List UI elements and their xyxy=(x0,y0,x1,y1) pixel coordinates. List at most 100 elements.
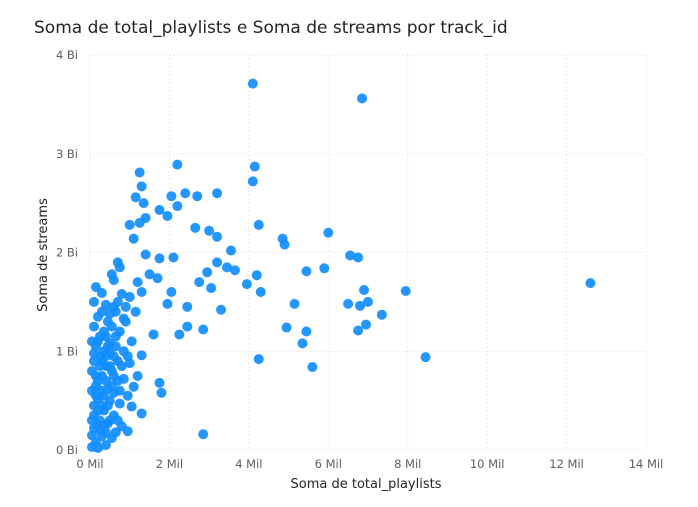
data-point[interactable] xyxy=(343,298,354,309)
data-point[interactable] xyxy=(92,443,103,454)
data-point[interactable] xyxy=(202,267,213,278)
data-point[interactable] xyxy=(96,287,107,298)
data-point[interactable] xyxy=(130,306,141,317)
data-point[interactable] xyxy=(94,331,105,342)
data-point[interactable] xyxy=(100,440,111,451)
data-point[interactable] xyxy=(108,275,119,286)
data-point[interactable] xyxy=(216,304,227,315)
data-point[interactable] xyxy=(124,291,135,302)
data-point[interactable] xyxy=(319,263,330,274)
data-point[interactable] xyxy=(204,225,215,236)
data-point[interactable] xyxy=(136,287,147,297)
data-point[interactable] xyxy=(126,401,137,412)
data-point[interactable] xyxy=(172,159,183,170)
data-point[interactable] xyxy=(136,350,147,361)
data-point[interactable] xyxy=(192,191,203,202)
data-point[interactable] xyxy=(323,227,334,238)
data-point[interactable] xyxy=(152,273,163,284)
data-point[interactable] xyxy=(132,277,143,288)
data-point[interactable] xyxy=(154,377,165,388)
data-point[interactable] xyxy=(148,329,159,340)
data-point[interactable] xyxy=(96,356,107,367)
data-point[interactable] xyxy=(114,262,125,273)
data-point[interactable] xyxy=(122,426,133,437)
data-point[interactable] xyxy=(281,322,292,333)
data-point[interactable] xyxy=(353,252,364,263)
data-point[interactable] xyxy=(156,387,167,398)
data-point[interactable] xyxy=(166,191,177,202)
data-point[interactable] xyxy=(106,380,117,391)
data-point[interactable] xyxy=(110,341,121,352)
data-point[interactable] xyxy=(301,326,312,337)
data-point[interactable] xyxy=(128,233,139,244)
data-point[interactable] xyxy=(86,430,97,441)
data-point[interactable] xyxy=(132,370,143,381)
data-point[interactable] xyxy=(222,262,233,273)
data-point[interactable] xyxy=(124,219,135,230)
data-point[interactable] xyxy=(128,381,139,392)
data-point[interactable] xyxy=(162,210,173,221)
data-point[interactable] xyxy=(229,265,240,276)
data-point[interactable] xyxy=(241,279,252,290)
data-point[interactable] xyxy=(106,321,117,332)
data-point[interactable] xyxy=(110,427,121,438)
data-point[interactable] xyxy=(212,188,223,199)
data-point[interactable] xyxy=(172,201,183,212)
data-point[interactable] xyxy=(112,415,123,426)
data-point[interactable] xyxy=(108,370,119,381)
data-point[interactable] xyxy=(104,348,115,359)
data-point[interactable] xyxy=(120,301,131,312)
data-point[interactable] xyxy=(110,306,121,317)
data-point[interactable] xyxy=(136,408,147,419)
data-point[interactable] xyxy=(114,326,125,337)
data-point[interactable] xyxy=(136,181,147,192)
data-point[interactable] xyxy=(307,362,318,373)
data-point[interactable] xyxy=(154,253,165,264)
data-point[interactable] xyxy=(114,385,125,396)
data-point[interactable] xyxy=(253,354,264,365)
data-point[interactable] xyxy=(253,219,264,230)
data-point[interactable] xyxy=(90,390,101,401)
data-point[interactable] xyxy=(114,398,125,409)
data-point[interactable] xyxy=(180,188,191,199)
data-point[interactable] xyxy=(198,324,209,335)
data-point[interactable] xyxy=(130,192,141,203)
data-point[interactable] xyxy=(400,286,411,297)
data-point[interactable] xyxy=(102,400,113,411)
data-point[interactable] xyxy=(92,311,103,322)
data-point[interactable] xyxy=(212,231,223,242)
data-point[interactable] xyxy=(182,321,193,332)
data-point[interactable] xyxy=(88,321,99,332)
data-point[interactable] xyxy=(122,390,133,401)
data-point[interactable] xyxy=(297,338,308,349)
data-point[interactable] xyxy=(249,161,260,172)
data-point[interactable] xyxy=(116,361,127,372)
data-point[interactable] xyxy=(255,287,266,297)
data-point[interactable] xyxy=(86,336,97,347)
data-point[interactable] xyxy=(225,245,236,256)
data-point[interactable] xyxy=(92,420,103,431)
data-point[interactable] xyxy=(122,351,133,362)
data-point[interactable] xyxy=(174,329,185,340)
data-point[interactable] xyxy=(206,283,217,294)
data-point[interactable] xyxy=(168,252,179,263)
data-point[interactable] xyxy=(247,78,258,89)
data-point[interactable] xyxy=(251,270,262,281)
data-point[interactable] xyxy=(420,352,431,363)
data-point[interactable] xyxy=(88,410,99,421)
data-point[interactable] xyxy=(182,301,193,312)
data-point[interactable] xyxy=(126,336,137,347)
data-point[interactable] xyxy=(353,325,364,336)
data-point[interactable] xyxy=(289,298,300,309)
data-point[interactable] xyxy=(100,427,111,438)
data-point[interactable] xyxy=(363,296,373,307)
data-point[interactable] xyxy=(92,375,103,386)
data-point[interactable] xyxy=(86,366,97,376)
data-point[interactable] xyxy=(134,217,145,228)
data-point[interactable] xyxy=(98,390,109,401)
data-point[interactable] xyxy=(88,356,99,367)
data-point[interactable] xyxy=(138,198,149,209)
data-point[interactable] xyxy=(301,266,312,277)
data-point[interactable] xyxy=(279,239,290,250)
data-point[interactable] xyxy=(585,278,596,289)
